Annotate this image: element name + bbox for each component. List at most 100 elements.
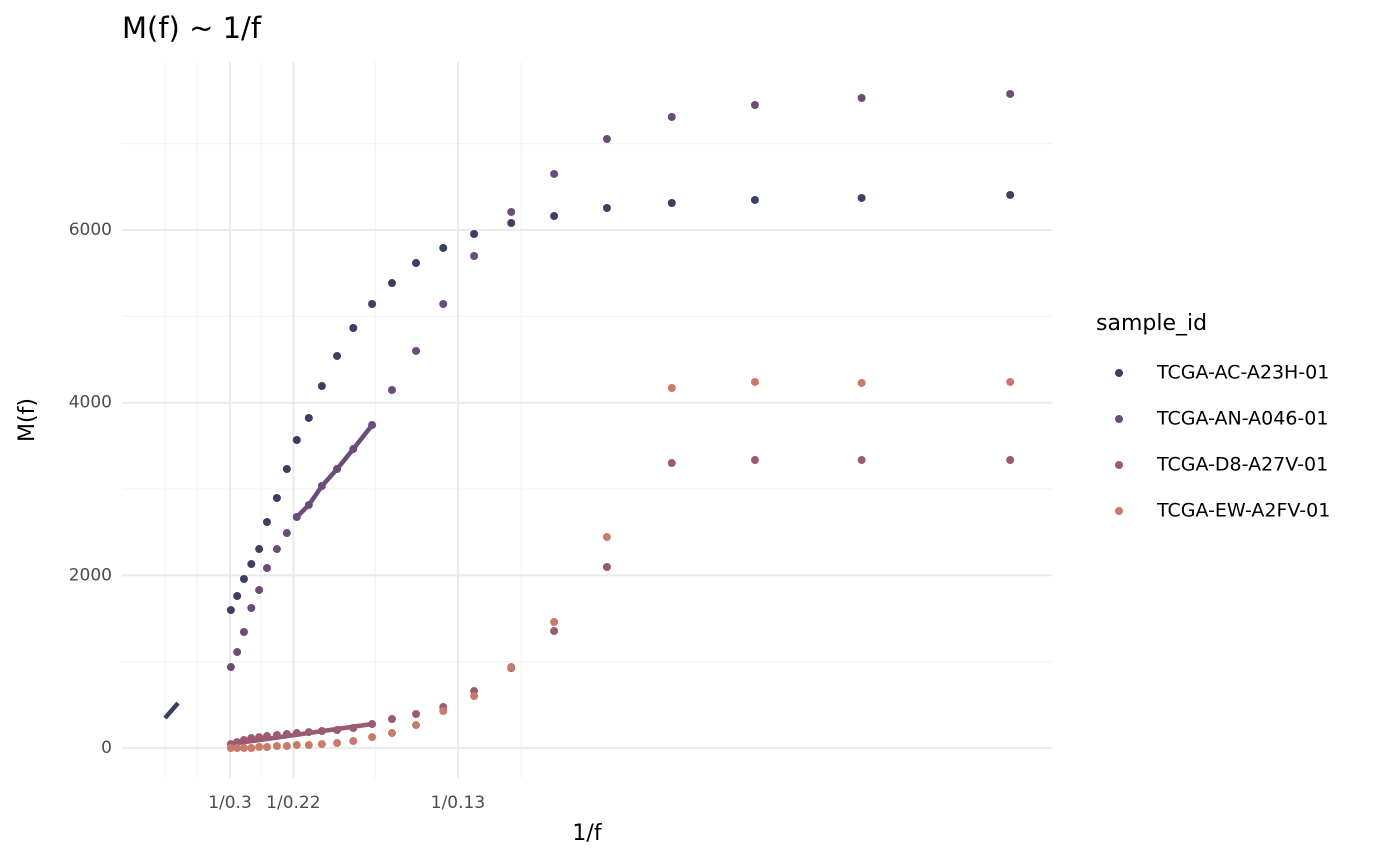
point — [412, 258, 421, 267]
point — [304, 728, 313, 737]
point — [226, 663, 235, 672]
point — [1006, 190, 1015, 199]
point — [368, 300, 377, 309]
point — [1006, 456, 1015, 465]
fit-line — [163, 701, 180, 720]
point — [387, 729, 396, 738]
point — [233, 591, 242, 600]
point — [333, 725, 342, 734]
point — [247, 734, 256, 743]
point — [507, 207, 516, 216]
point — [412, 710, 421, 719]
point — [602, 135, 611, 144]
point — [550, 212, 559, 221]
point — [262, 518, 271, 527]
point — [255, 743, 264, 752]
point — [317, 740, 326, 749]
point — [292, 435, 301, 444]
point — [470, 252, 479, 261]
point — [439, 300, 448, 309]
chart-title: M(f) ~ 1/f — [122, 11, 262, 45]
point — [750, 456, 759, 465]
fit-line — [230, 721, 373, 747]
point — [507, 663, 516, 672]
point — [1006, 377, 1015, 386]
point — [368, 421, 377, 430]
point — [550, 169, 559, 178]
point — [602, 533, 611, 542]
point — [272, 494, 281, 503]
point — [857, 456, 866, 465]
point — [262, 743, 271, 752]
point — [333, 464, 342, 473]
legend-marker — [1115, 507, 1123, 515]
point — [368, 720, 377, 729]
point — [349, 445, 358, 454]
point — [282, 464, 291, 473]
point — [602, 203, 611, 212]
legend-label: TCGA-AC-A23H-01 — [1156, 362, 1329, 384]
point — [282, 730, 291, 739]
point — [667, 198, 676, 207]
point — [247, 744, 256, 753]
point — [667, 384, 676, 393]
point — [292, 729, 301, 738]
point — [262, 732, 271, 741]
point — [470, 692, 479, 701]
point — [317, 382, 326, 391]
legend-marker — [1115, 461, 1123, 469]
point — [349, 724, 358, 733]
point — [333, 351, 342, 360]
point — [412, 346, 421, 355]
point — [368, 733, 377, 742]
point — [282, 529, 291, 538]
point — [226, 606, 235, 615]
point — [333, 739, 342, 748]
point — [226, 744, 235, 753]
x-tick-label: 1/0.22 — [266, 793, 320, 813]
point — [750, 195, 759, 204]
point — [317, 482, 326, 491]
point — [233, 738, 242, 747]
y-tick-label: 6000 — [69, 220, 112, 240]
point — [272, 742, 281, 751]
point — [667, 459, 676, 468]
point — [857, 94, 866, 103]
legend-title: sample_id — [1096, 311, 1207, 336]
point — [255, 545, 264, 554]
y-axis-title: M(f) — [15, 398, 40, 442]
point — [262, 564, 271, 573]
point — [317, 727, 326, 736]
x-tick-label: 1/0.13 — [431, 793, 485, 813]
point — [439, 707, 448, 716]
point — [282, 742, 291, 751]
point — [750, 100, 759, 109]
point — [387, 279, 396, 288]
point — [233, 744, 242, 753]
point — [239, 574, 248, 583]
point — [247, 560, 256, 569]
point — [1006, 89, 1015, 98]
point — [412, 721, 421, 730]
point — [304, 500, 313, 509]
grid — [122, 62, 1052, 778]
point — [233, 648, 242, 657]
point — [239, 736, 248, 745]
point — [387, 715, 396, 724]
point — [602, 562, 611, 571]
y-tick-label: 4000 — [69, 393, 112, 413]
point — [239, 744, 248, 753]
point — [304, 741, 313, 750]
point — [239, 628, 248, 637]
legend-label: TCGA-D8-A27V-01 — [1156, 454, 1328, 476]
x-tick-label: 1/0.3 — [208, 793, 252, 813]
point — [255, 586, 264, 595]
point — [550, 627, 559, 636]
y-tick-label: 0 — [101, 738, 112, 758]
point — [272, 545, 281, 554]
point — [255, 733, 264, 742]
x-axis-title: 1/f — [572, 821, 602, 846]
point — [387, 385, 396, 394]
point — [857, 193, 866, 202]
